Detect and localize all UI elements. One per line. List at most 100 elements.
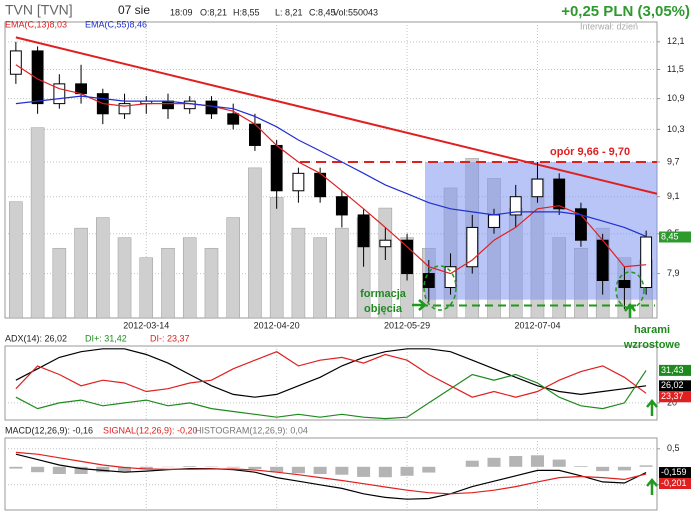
x-tick-label: 2012-03-14	[123, 320, 169, 330]
arrow	[624, 303, 636, 318]
indicator-line	[15, 370, 647, 420]
candle-body	[31, 50, 44, 105]
indicator-name: DI+: 31,42	[85, 333, 127, 343]
annotation: harami	[634, 324, 670, 336]
candle-body	[357, 214, 370, 248]
indicator-name: SIGNAL(12,26,9): -0,20	[103, 425, 198, 435]
candle-body	[618, 280, 631, 289]
volume-bar	[30, 127, 45, 319]
ticker-title: TVN [TVN]	[5, 2, 73, 18]
volume-bar	[204, 247, 219, 319]
candle-body	[509, 196, 522, 216]
legend-label: EMA(C,13)8,03	[5, 19, 67, 29]
trend-line	[15, 36, 658, 195]
candle-body	[227, 113, 240, 125]
histogram-bar	[31, 466, 45, 473]
candle-body	[575, 208, 587, 241]
candle-body	[531, 178, 544, 198]
y-tick-label: 12,1	[667, 36, 685, 46]
quote-time: 18:09	[170, 7, 193, 17]
volume-bar	[248, 167, 262, 319]
annotation: wzrostowe	[623, 339, 680, 351]
macd-frame	[4, 437, 658, 511]
candle-body	[335, 196, 348, 216]
x-tick-label: 2012-07-04	[514, 320, 560, 330]
last-value-box	[659, 231, 691, 243]
histogram-bar	[291, 466, 305, 474]
candle-body	[379, 239, 392, 248]
volume-bar	[96, 217, 110, 319]
volume-bar	[182, 237, 197, 319]
y-tick-label: 0,5	[667, 443, 680, 453]
histogram-bar	[378, 466, 392, 478]
x-tick-label: 2012-04-20	[254, 320, 300, 330]
last-value-box	[659, 478, 691, 490]
y-tick-label: 10,9	[667, 93, 685, 103]
x-tick-label: 2012-05-29	[384, 320, 430, 330]
last-value-label: 23,37	[661, 391, 684, 401]
candle-body	[292, 172, 305, 192]
indicator-name: ADX(14): 26,02	[5, 333, 67, 343]
last-value-box	[659, 391, 691, 403]
arrow	[646, 478, 658, 495]
y-tick-label: 20	[667, 397, 677, 407]
candle-body	[640, 236, 653, 289]
quote-value: H:8,55	[233, 7, 260, 17]
indicator-line	[15, 348, 647, 398]
histogram-bar	[574, 466, 588, 467]
y-tick-label: 11,5	[667, 64, 684, 74]
volume-bar	[9, 201, 23, 319]
quote-value: O:8,21	[200, 7, 227, 17]
histogram-bar	[226, 466, 240, 468]
ema-line	[15, 95, 647, 237]
annotation: formacja	[360, 288, 407, 300]
histogram-bar	[530, 455, 544, 467]
candle-body	[488, 214, 500, 228]
histogram-bar	[313, 466, 327, 474]
histogram-bar	[509, 456, 523, 467]
candle-body	[9, 50, 22, 75]
indicator-line	[15, 453, 647, 500]
quote-value: Vol:550043	[333, 7, 378, 17]
volume-bar	[161, 247, 175, 319]
highlight-circle	[615, 271, 645, 309]
last-value-box	[659, 364, 691, 376]
indicator-name: HISTOGRAM(12,26,9): 0,04	[195, 425, 308, 435]
volume-bar	[269, 197, 284, 319]
y-tick-label: 7,9	[667, 268, 680, 278]
candle-body	[422, 273, 435, 289]
candle-body	[75, 83, 87, 95]
histogram-bar	[248, 466, 262, 469]
histogram-bar	[465, 460, 479, 467]
volume-bar	[52, 247, 67, 319]
histogram-bar	[552, 459, 566, 467]
histogram-bar	[52, 466, 66, 474]
last-value-box	[659, 380, 691, 392]
adx-frame	[4, 345, 658, 421]
y-tick-label: 10,3	[667, 124, 685, 134]
last-value-label: 26,02	[661, 380, 684, 390]
histogram-bar	[96, 466, 110, 473]
histogram-bar	[118, 466, 132, 472]
candle-body	[466, 226, 479, 268]
histogram-bar	[422, 466, 436, 473]
volume-bar	[74, 227, 88, 319]
last-value-label: 8,45	[661, 231, 679, 241]
candle-body	[53, 83, 66, 105]
volume-bar	[139, 257, 154, 319]
ema-line	[15, 64, 647, 275]
volume-bar	[378, 207, 393, 319]
y-tick-label: 9,7	[667, 156, 680, 166]
candle-body	[270, 144, 283, 192]
volume-bar	[226, 217, 240, 319]
candle-body	[401, 239, 413, 275]
histogram-bar	[596, 466, 610, 472]
volume-bar	[117, 237, 132, 319]
histogram-bar	[9, 466, 23, 469]
candle-body	[596, 239, 609, 282]
histogram-bar	[357, 466, 371, 477]
histogram-bar	[617, 466, 631, 471]
price-change: +0,25 PLN (3,05%)	[561, 3, 690, 20]
quote-value: L: 8,21	[275, 7, 303, 17]
